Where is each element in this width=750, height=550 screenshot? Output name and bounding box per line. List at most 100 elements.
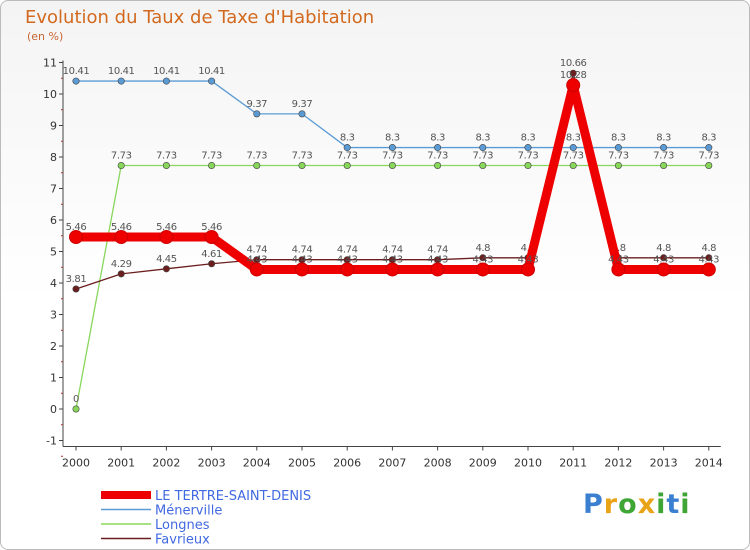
data-point-menerville bbox=[524, 144, 532, 152]
data-point-favrieux bbox=[208, 260, 216, 268]
data-label-menerville: 8.3 bbox=[656, 133, 671, 144]
y-tick-label: 4 bbox=[50, 277, 57, 290]
data-label-favrieux: 4.8 bbox=[611, 243, 626, 254]
data-point-longnes bbox=[72, 405, 80, 413]
data-label-longnes: 7.73 bbox=[111, 151, 132, 162]
data-label-favrieux: 4.74 bbox=[337, 245, 358, 256]
y-tick-label: 5 bbox=[50, 246, 57, 259]
x-tick-label: 2001 bbox=[107, 457, 135, 470]
data-label-le-tertre-saint-denis: 5.46 bbox=[111, 222, 132, 233]
data-point-le-tertre-saint-denis bbox=[656, 262, 671, 277]
x-tick-label: 2005 bbox=[288, 457, 316, 470]
data-label-longnes: 7.73 bbox=[246, 151, 267, 162]
data-point-favrieux bbox=[72, 285, 80, 293]
data-label-favrieux: 4.8 bbox=[701, 243, 716, 254]
x-tick-label: 2013 bbox=[650, 457, 678, 470]
x-tick-label: 2007 bbox=[378, 457, 406, 470]
data-label-le-tertre-saint-denis: 4.43 bbox=[608, 254, 629, 265]
data-label-menerville: 10.41 bbox=[108, 66, 135, 77]
y-tick-label: 1 bbox=[50, 372, 57, 385]
y-tick-label: -1 bbox=[46, 435, 57, 448]
data-label-favrieux: 4.45 bbox=[156, 254, 177, 265]
logo-letter: t bbox=[666, 489, 681, 520]
data-label-favrieux: 4.8 bbox=[521, 243, 536, 254]
data-label-le-tertre-saint-denis: 5.46 bbox=[156, 222, 177, 233]
data-label-menerville: 8.3 bbox=[340, 133, 355, 144]
data-point-favrieux bbox=[162, 265, 170, 273]
x-tick-label: 2003 bbox=[198, 457, 226, 470]
data-point-menerville bbox=[479, 144, 487, 152]
data-label-le-tertre-saint-denis: 10.28 bbox=[560, 70, 587, 81]
data-label-longnes: 0 bbox=[73, 394, 79, 405]
data-point-le-tertre-saint-denis bbox=[69, 230, 83, 245]
data-label-le-tertre-saint-denis: 4.43 bbox=[292, 254, 313, 265]
y-tick-label: 10 bbox=[43, 88, 57, 101]
y-tick-label: 8 bbox=[50, 151, 57, 164]
data-label-le-tertre-saint-denis: 4.43 bbox=[518, 254, 539, 265]
data-label-menerville: 8.3 bbox=[611, 133, 626, 144]
data-point-le-tertre-saint-denis bbox=[114, 230, 129, 245]
data-point-le-tertre-saint-denis bbox=[385, 262, 400, 277]
data-label-favrieux: 4.74 bbox=[427, 245, 448, 256]
chart-title: Evolution du Taux de Taxe d'Habitation bbox=[25, 7, 375, 28]
data-point-le-tertre-saint-denis bbox=[204, 230, 219, 245]
data-point-longnes bbox=[479, 162, 487, 170]
y-tick-label: 3 bbox=[50, 309, 57, 322]
data-point-menerville bbox=[72, 77, 80, 85]
data-point-le-tertre-saint-denis bbox=[566, 78, 581, 93]
y-tick-label: 11 bbox=[43, 57, 57, 70]
data-point-longnes bbox=[162, 162, 170, 170]
data-point-favrieux bbox=[705, 254, 713, 262]
data-point-le-tertre-saint-denis bbox=[521, 262, 535, 277]
data-point-menerville bbox=[434, 144, 442, 152]
data-label-favrieux: 4.74 bbox=[292, 245, 313, 256]
data-point-menerville bbox=[298, 110, 306, 118]
data-point-longnes bbox=[253, 162, 261, 170]
proxiti-logo: Proxiti bbox=[583, 489, 691, 520]
data-point-longnes bbox=[569, 162, 577, 170]
data-label-favrieux: 4.8 bbox=[656, 243, 671, 254]
y-tick-label: 9 bbox=[50, 120, 57, 133]
data-label-menerville: 8.3 bbox=[385, 133, 400, 144]
x-tick-label: 2002 bbox=[152, 457, 180, 470]
data-label-le-tertre-saint-denis: 4.43 bbox=[337, 254, 358, 265]
data-label-longnes: 7.73 bbox=[472, 151, 493, 162]
data-label-menerville: 8.3 bbox=[430, 133, 445, 144]
data-label-menerville: 10.41 bbox=[63, 66, 90, 77]
y-tick-label: 6 bbox=[50, 214, 57, 227]
data-point-menerville bbox=[343, 144, 351, 152]
data-point-le-tertre-saint-denis bbox=[159, 230, 174, 245]
data-point-menerville bbox=[660, 144, 668, 152]
data-point-menerville bbox=[569, 144, 577, 152]
data-label-menerville: 8.3 bbox=[475, 133, 490, 144]
data-point-favrieux bbox=[117, 270, 125, 278]
data-label-longnes: 7.73 bbox=[156, 151, 177, 162]
data-point-le-tertre-saint-denis bbox=[701, 262, 716, 277]
series-line-longnes bbox=[75, 164, 709, 410]
data-label-favrieux: 4.8 bbox=[475, 243, 490, 254]
data-label-longnes: 7.73 bbox=[427, 151, 448, 162]
data-label-favrieux: 4.74 bbox=[382, 245, 403, 256]
x-tick-label: 2006 bbox=[333, 457, 361, 470]
data-label-favrieux: 4.74 bbox=[246, 245, 267, 256]
data-label-le-tertre-saint-denis: 4.43 bbox=[427, 254, 448, 265]
logo-letter: i bbox=[656, 489, 667, 520]
data-point-le-tertre-saint-denis bbox=[611, 262, 626, 277]
data-label-favrieux: 4.29 bbox=[111, 259, 132, 270]
data-label-longnes: 7.73 bbox=[337, 151, 358, 162]
data-point-favrieux bbox=[569, 69, 577, 77]
data-point-menerville bbox=[253, 110, 261, 118]
data-point-longnes bbox=[388, 162, 396, 170]
data-point-menerville bbox=[117, 77, 125, 85]
y-tick-label: 7 bbox=[50, 183, 57, 196]
data-label-longnes: 7.73 bbox=[698, 151, 719, 162]
data-label-longnes: 7.73 bbox=[518, 151, 539, 162]
data-label-menerville: 9.37 bbox=[292, 99, 313, 110]
data-label-menerville: 8.3 bbox=[566, 133, 581, 144]
data-point-longnes bbox=[343, 162, 351, 170]
logo-letter: r bbox=[603, 489, 619, 520]
logo-letter: x bbox=[637, 489, 657, 520]
data-point-favrieux bbox=[479, 254, 487, 262]
